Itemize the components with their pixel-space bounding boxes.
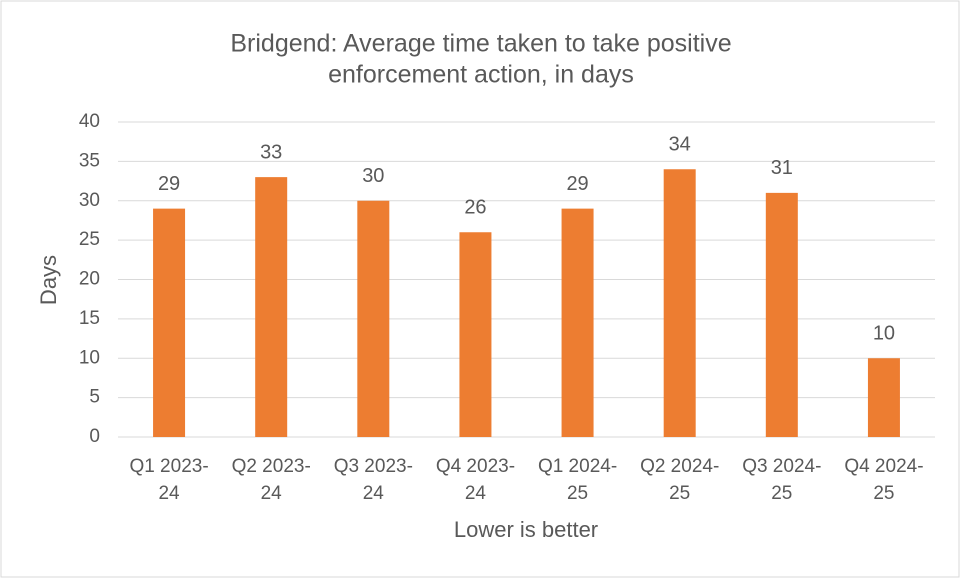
y-axis-title: Days (36, 255, 61, 305)
x-axis-title: Lower is better (454, 517, 598, 542)
y-tick-label: 0 (89, 426, 100, 447)
bar (153, 208, 186, 437)
bar (765, 192, 798, 437)
x-tick-label: Q4 2024-25 (844, 456, 923, 504)
bar (357, 200, 390, 437)
bar (663, 169, 696, 437)
x-tick-label: Q1 2023-24 (129, 456, 208, 504)
x-tick-label: Q3 2023-24 (334, 456, 413, 504)
y-tick-label: 40 (79, 111, 100, 132)
y-tick-label: 10 (79, 347, 100, 368)
y-tick-label: 25 (79, 229, 100, 250)
bar (561, 208, 594, 437)
data-label: 33 (260, 141, 282, 163)
y-tick-label: 35 (79, 150, 100, 171)
x-tick-label: Q1 2024-25 (538, 456, 617, 504)
data-label: 30 (362, 165, 384, 187)
bar (255, 177, 288, 437)
bar (867, 358, 900, 437)
x-tick-label: Q2 2023-24 (232, 456, 311, 504)
x-tick-label: Q3 2024-25 (742, 456, 821, 504)
y-tick-label: 30 (79, 190, 100, 211)
data-label: 10 (873, 323, 895, 345)
data-label: 29 (158, 173, 180, 195)
y-tick-label: 5 (89, 387, 100, 408)
data-label: 34 (669, 134, 691, 156)
x-tick-label: Q2 2024-25 (640, 456, 719, 504)
y-tick-label: 15 (79, 308, 100, 329)
data-label: 31 (771, 157, 793, 179)
y-tick-label: 20 (79, 269, 100, 290)
bar (459, 232, 492, 437)
chart-title: enforcement action, in days (328, 61, 634, 89)
data-label: 29 (566, 173, 588, 195)
x-tick-label: Q4 2023-24 (436, 456, 515, 504)
chart-title: Bridgend: Average time taken to take pos… (230, 30, 731, 58)
data-label: 26 (464, 197, 486, 219)
